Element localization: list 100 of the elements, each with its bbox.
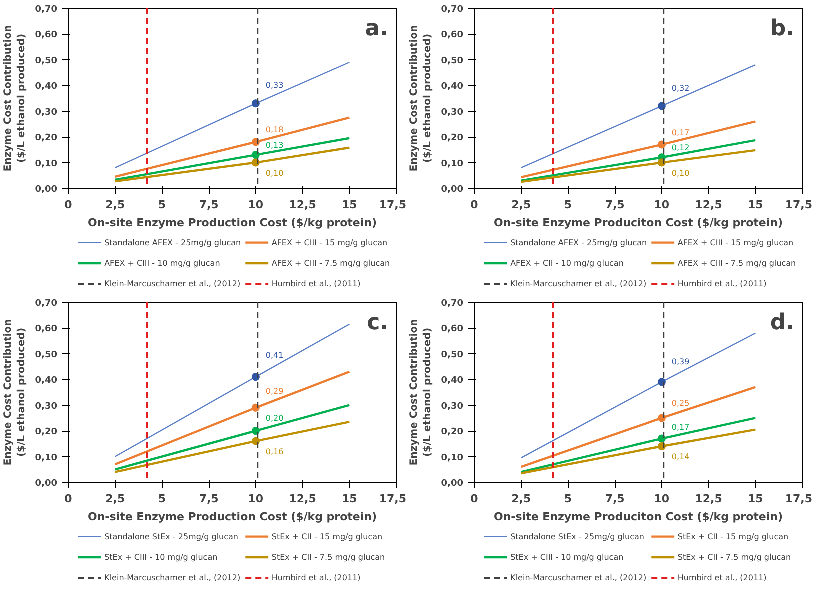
x-axis-title: On-site Enzyme Produciton Cost ($/kg protein) [494,510,784,524]
y-tick-label: 0,10 [35,159,58,170]
data-label: 0,29 [266,387,284,396]
y-tick-label: 0,20 [441,134,464,144]
x-tick-label: 15 [748,198,764,212]
legend-label: StEx + CIII - 10 mg/g glucan [510,553,624,562]
x-tick-label: 0 [64,492,73,506]
y-axis-title: Enzyme Cost Contribution ($/L ethanol produced) [409,319,434,466]
y-tick-label: 0,60 [441,30,464,41]
data-label: 0,12 [672,144,690,153]
x-tick-label: 7,5 [605,198,625,212]
x-axis-title: On-site Enzyme Production Cost ($/kg protein) [88,216,378,230]
legend-label: StEx + CIII - 10 mg/g glucan [104,553,218,562]
legend-label: AFEX + CIII - 10 mg/g glucan [104,259,220,268]
x-tick-label: 7,5 [199,492,219,506]
data-label: 0,13 [266,140,284,150]
y-tick-label: 0,70 [441,299,464,309]
legend-label: StEx + CII - 7.5 mg/g glucan [678,553,792,562]
data-label: 0,41 [266,351,284,360]
data-label: 0,39 [672,357,690,366]
x-tick-label: 17,5 [785,198,812,212]
x-tick-label: 2,5 [106,492,126,506]
y-tick-label: 0,10 [441,453,464,464]
y-tick-label: 0,00 [35,185,58,195]
data-label: 0,16 [266,447,284,456]
x-tick-label: 7,5 [605,492,625,506]
y-axis-title: Enzyme Cost Contribution ($/L ethanol produced) [3,25,28,172]
y-tick-label: 0,30 [441,108,464,118]
legend-label: StEx + CII - 15 mg/g glucan [272,532,383,542]
x-tick-label: 10 [654,198,670,212]
annotation: d. [770,310,795,336]
y-tick-label: 0,50 [441,56,464,66]
y-tick-label: 0,40 [441,82,464,92]
y-tick-label: 0,40 [35,82,58,92]
y-tick-label: 0,40 [35,376,58,386]
x-tick-label: 10 [248,198,264,212]
x-axis-title: On-site Enzyme Produciton Cost ($/kg protein) [494,216,784,230]
x-tick-label: 15 [342,198,358,212]
y-tick-label: 0,50 [35,350,58,360]
legend-label: Klein-Marcuschamer et al., (2012) [510,574,647,583]
legend-label: Klein-Marcuschamer et al., (2012) [104,574,241,583]
data-label: 0,25 [672,399,690,408]
x-tick-label: 0 [470,198,479,212]
legend-label: Klein-Marcuschamer et al., (2012) [510,280,647,289]
y-tick-label: 0,30 [35,108,58,118]
annotation: c. [367,310,389,336]
x-tick-label: 10 [248,492,264,506]
y-tick-label: 0,00 [441,479,464,489]
y-tick-label: 0,50 [441,350,464,360]
y-tick-label: 0,60 [441,324,464,335]
y-tick-label: 0,10 [441,159,464,170]
x-tick-label: 10 [654,492,670,506]
y-tick-label: 0,70 [35,299,58,309]
data-label: 0,20 [266,414,284,423]
x-tick-label: 12,5 [289,492,316,506]
y-tick-label: 0,20 [35,134,58,144]
x-tick-label: 17,5 [785,492,812,506]
legend-label: Humbird et al., (2011) [678,574,767,583]
y-axis-title: Enzyme Cost Contribution ($/L ethanol produced) [409,25,434,172]
data-label: 0,10 [672,168,690,178]
legend-label: Standalone AFEX - 25mg/g glucan [104,238,242,248]
y-tick-label: 0,30 [441,402,464,412]
legend-label: Standalone StEx - 25mg/g glucan [510,532,644,542]
annotation: a. [365,16,388,42]
x-tick-label: 12,5 [289,198,316,212]
legend-label: Humbird et al., (2011) [678,280,767,289]
data-label: 0,18 [266,126,284,135]
x-tick-label: 15 [342,492,358,506]
legend-label: StEx + CII - 15 mg/g glucan [678,532,789,542]
data-label: 0,17 [672,422,690,432]
y-tick-label: 0,60 [35,30,58,41]
y-tick-label: 0,30 [35,402,58,412]
x-tick-label: 0 [470,492,479,506]
data-label: 0,14 [672,452,690,462]
data-label: 0,17 [672,128,690,138]
y-tick-label: 0,70 [35,5,58,15]
data-label: 0,33 [266,81,284,90]
legend-label: AFEX + CIII - 7.5 mg/g glucan [272,259,390,268]
y-tick-label: 0,00 [441,185,464,195]
x-tick-label: 5 [158,492,166,506]
y-tick-label: 0,50 [35,56,58,66]
legend-label: AFEX + CII - 10 mg/g glucan [510,259,624,268]
x-tick-label: 2,5 [512,492,532,506]
annotation: b. [770,16,795,42]
legend-label: AFEX + CIII - 15 mg/g glucan [678,238,794,248]
y-axis-title: Enzyme Cost Contribution ($/L ethanol produced) [3,319,28,466]
x-tick-label: 2,5 [106,198,126,212]
y-tick-label: 0,70 [441,5,464,15]
y-tick-label: 0,00 [35,479,58,489]
legend-label: Klein-Marcuschamer et al., (2012) [104,280,241,289]
legend-label: StEx + CII - 7.5 mg/g glucan [272,553,386,562]
legend-label: Standalone AFEX - 25mg/g glucan [510,238,648,248]
y-tick-label: 0,20 [35,428,58,438]
x-tick-label: 0 [64,198,73,212]
y-tick-label: 0,10 [35,453,58,464]
x-tick-label: 17,5 [379,492,406,506]
legend-label: Standalone StEx - 25mg/g glucan [104,532,238,542]
legend-label: Humbird et al., (2011) [272,574,361,583]
y-tick-label: 0,60 [35,324,58,335]
x-tick-label: 5 [158,198,166,212]
